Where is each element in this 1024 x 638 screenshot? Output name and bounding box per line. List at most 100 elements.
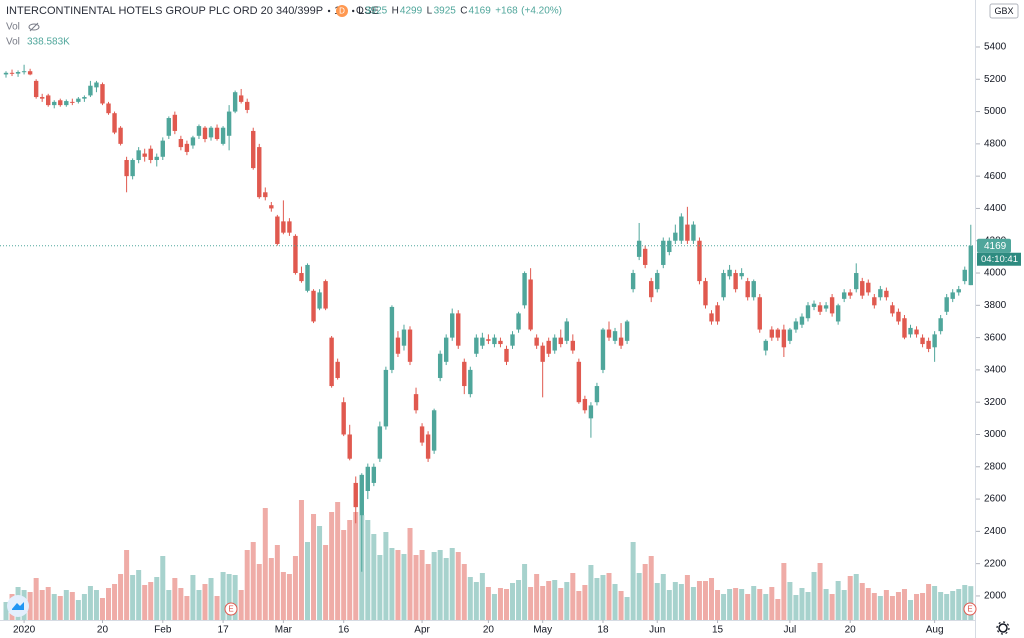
volume-bar (696, 581, 702, 620)
volume-bar (461, 564, 467, 620)
candle-body (673, 232, 678, 241)
volume-bar (497, 588, 503, 620)
y-tick-label: 3800 (984, 300, 1007, 311)
y-tick-label: 2000 (984, 591, 1007, 602)
volume-bar (329, 512, 335, 620)
ohlc-key: C (460, 6, 467, 17)
x-tick-label: 17 (218, 625, 230, 636)
volume-bar (522, 564, 528, 620)
currency-box[interactable] (989, 3, 1019, 19)
symbol-title[interactable]: INTERCONTINENTAL HOTELS GROUP PLC ORD 20… (6, 5, 323, 17)
earnings-marker[interactable]: E (224, 602, 238, 616)
volume-bar (841, 590, 847, 620)
logo-button[interactable] (7, 595, 29, 617)
candle-body (202, 127, 208, 140)
change: +168 (495, 6, 518, 17)
volume-bar (371, 534, 377, 620)
volume-bar (431, 552, 437, 620)
candle-body (76, 98, 81, 102)
volume-bar (546, 581, 552, 620)
candle-body (365, 466, 370, 491)
volume-bar (594, 578, 600, 620)
candle-body (896, 311, 901, 322)
candle-body (269, 205, 274, 209)
candle-body (88, 85, 93, 96)
candle-body (443, 337, 449, 362)
volume-bar (455, 552, 461, 620)
candle-body (257, 147, 262, 198)
volume-bar (763, 594, 769, 620)
volume-bar (51, 594, 57, 620)
volume-bar (606, 573, 612, 620)
candle-body (293, 235, 298, 274)
candle-body (528, 279, 533, 330)
ohlc-legend: O 3925 H 4299 L 3925 C 4169 +168 (+4.20%) (356, 6, 562, 17)
volume-bar (690, 587, 696, 620)
volume-bar (781, 563, 787, 620)
candle-body (383, 369, 389, 427)
volume-bar (443, 558, 449, 620)
x-tick-label: 2020 (13, 625, 36, 636)
candle-body (793, 321, 799, 330)
candle-body (890, 305, 895, 314)
delay-badge[interactable] (336, 5, 348, 17)
candle-body (154, 156, 159, 161)
ohlc-value: 4169 (469, 6, 492, 17)
candle-body (817, 305, 823, 312)
volume-bar (274, 545, 280, 620)
volume-bar (130, 575, 136, 620)
x-tick-label: Aug (926, 625, 944, 636)
volume-bar (124, 550, 130, 620)
y-tick-label: 4800 (984, 139, 1007, 150)
volume-bar (491, 594, 497, 620)
candle-body (618, 337, 624, 346)
volume-bar (395, 550, 401, 620)
candle-body (775, 329, 781, 338)
volume-bar (473, 582, 479, 620)
volume-bar (920, 593, 926, 620)
volume-bar (817, 563, 823, 620)
candle-body (245, 101, 250, 110)
candle-body (347, 434, 352, 459)
indicator-name[interactable]: Vol (6, 22, 20, 33)
candle-body (860, 281, 865, 296)
volume-bar (172, 578, 178, 620)
candle-body (534, 337, 539, 346)
volume-bar (859, 583, 865, 620)
volume-bar (196, 590, 202, 620)
volume-bar (516, 580, 522, 620)
candle-body (636, 240, 642, 257)
volume-bar (437, 550, 443, 620)
volume-bar (853, 574, 859, 620)
candle-body (733, 273, 738, 290)
volume-bar (678, 584, 684, 620)
volume-bar (932, 586, 938, 620)
volume-bar (250, 542, 256, 620)
candle-body (624, 321, 630, 341)
volume-bar (769, 587, 775, 620)
volume-bar (793, 595, 799, 620)
indicator-name[interactable]: Vol (6, 37, 20, 48)
earnings-marker[interactable]: E (963, 602, 977, 616)
candle-body (600, 329, 606, 370)
candle-body (389, 306, 395, 370)
candle-body (630, 273, 636, 290)
settings-button[interactable] (996, 621, 1010, 635)
candle-body (612, 331, 618, 341)
candle-body (763, 340, 768, 351)
candle-body (377, 426, 383, 459)
eye-hidden-icon[interactable] (28, 22, 40, 32)
exchange[interactable]: LSE (358, 5, 379, 17)
candle-body (299, 273, 304, 282)
candle-body (510, 334, 515, 346)
candle-body (58, 100, 63, 106)
x-tick-label: Jul (784, 625, 797, 636)
logo-shape (12, 602, 24, 610)
candle-body (866, 282, 871, 293)
volume-bar (413, 555, 419, 620)
volume-bar (702, 581, 708, 620)
volume-bar (552, 580, 558, 620)
y-tick-label: 5200 (984, 74, 1007, 85)
candle-body (950, 292, 955, 299)
